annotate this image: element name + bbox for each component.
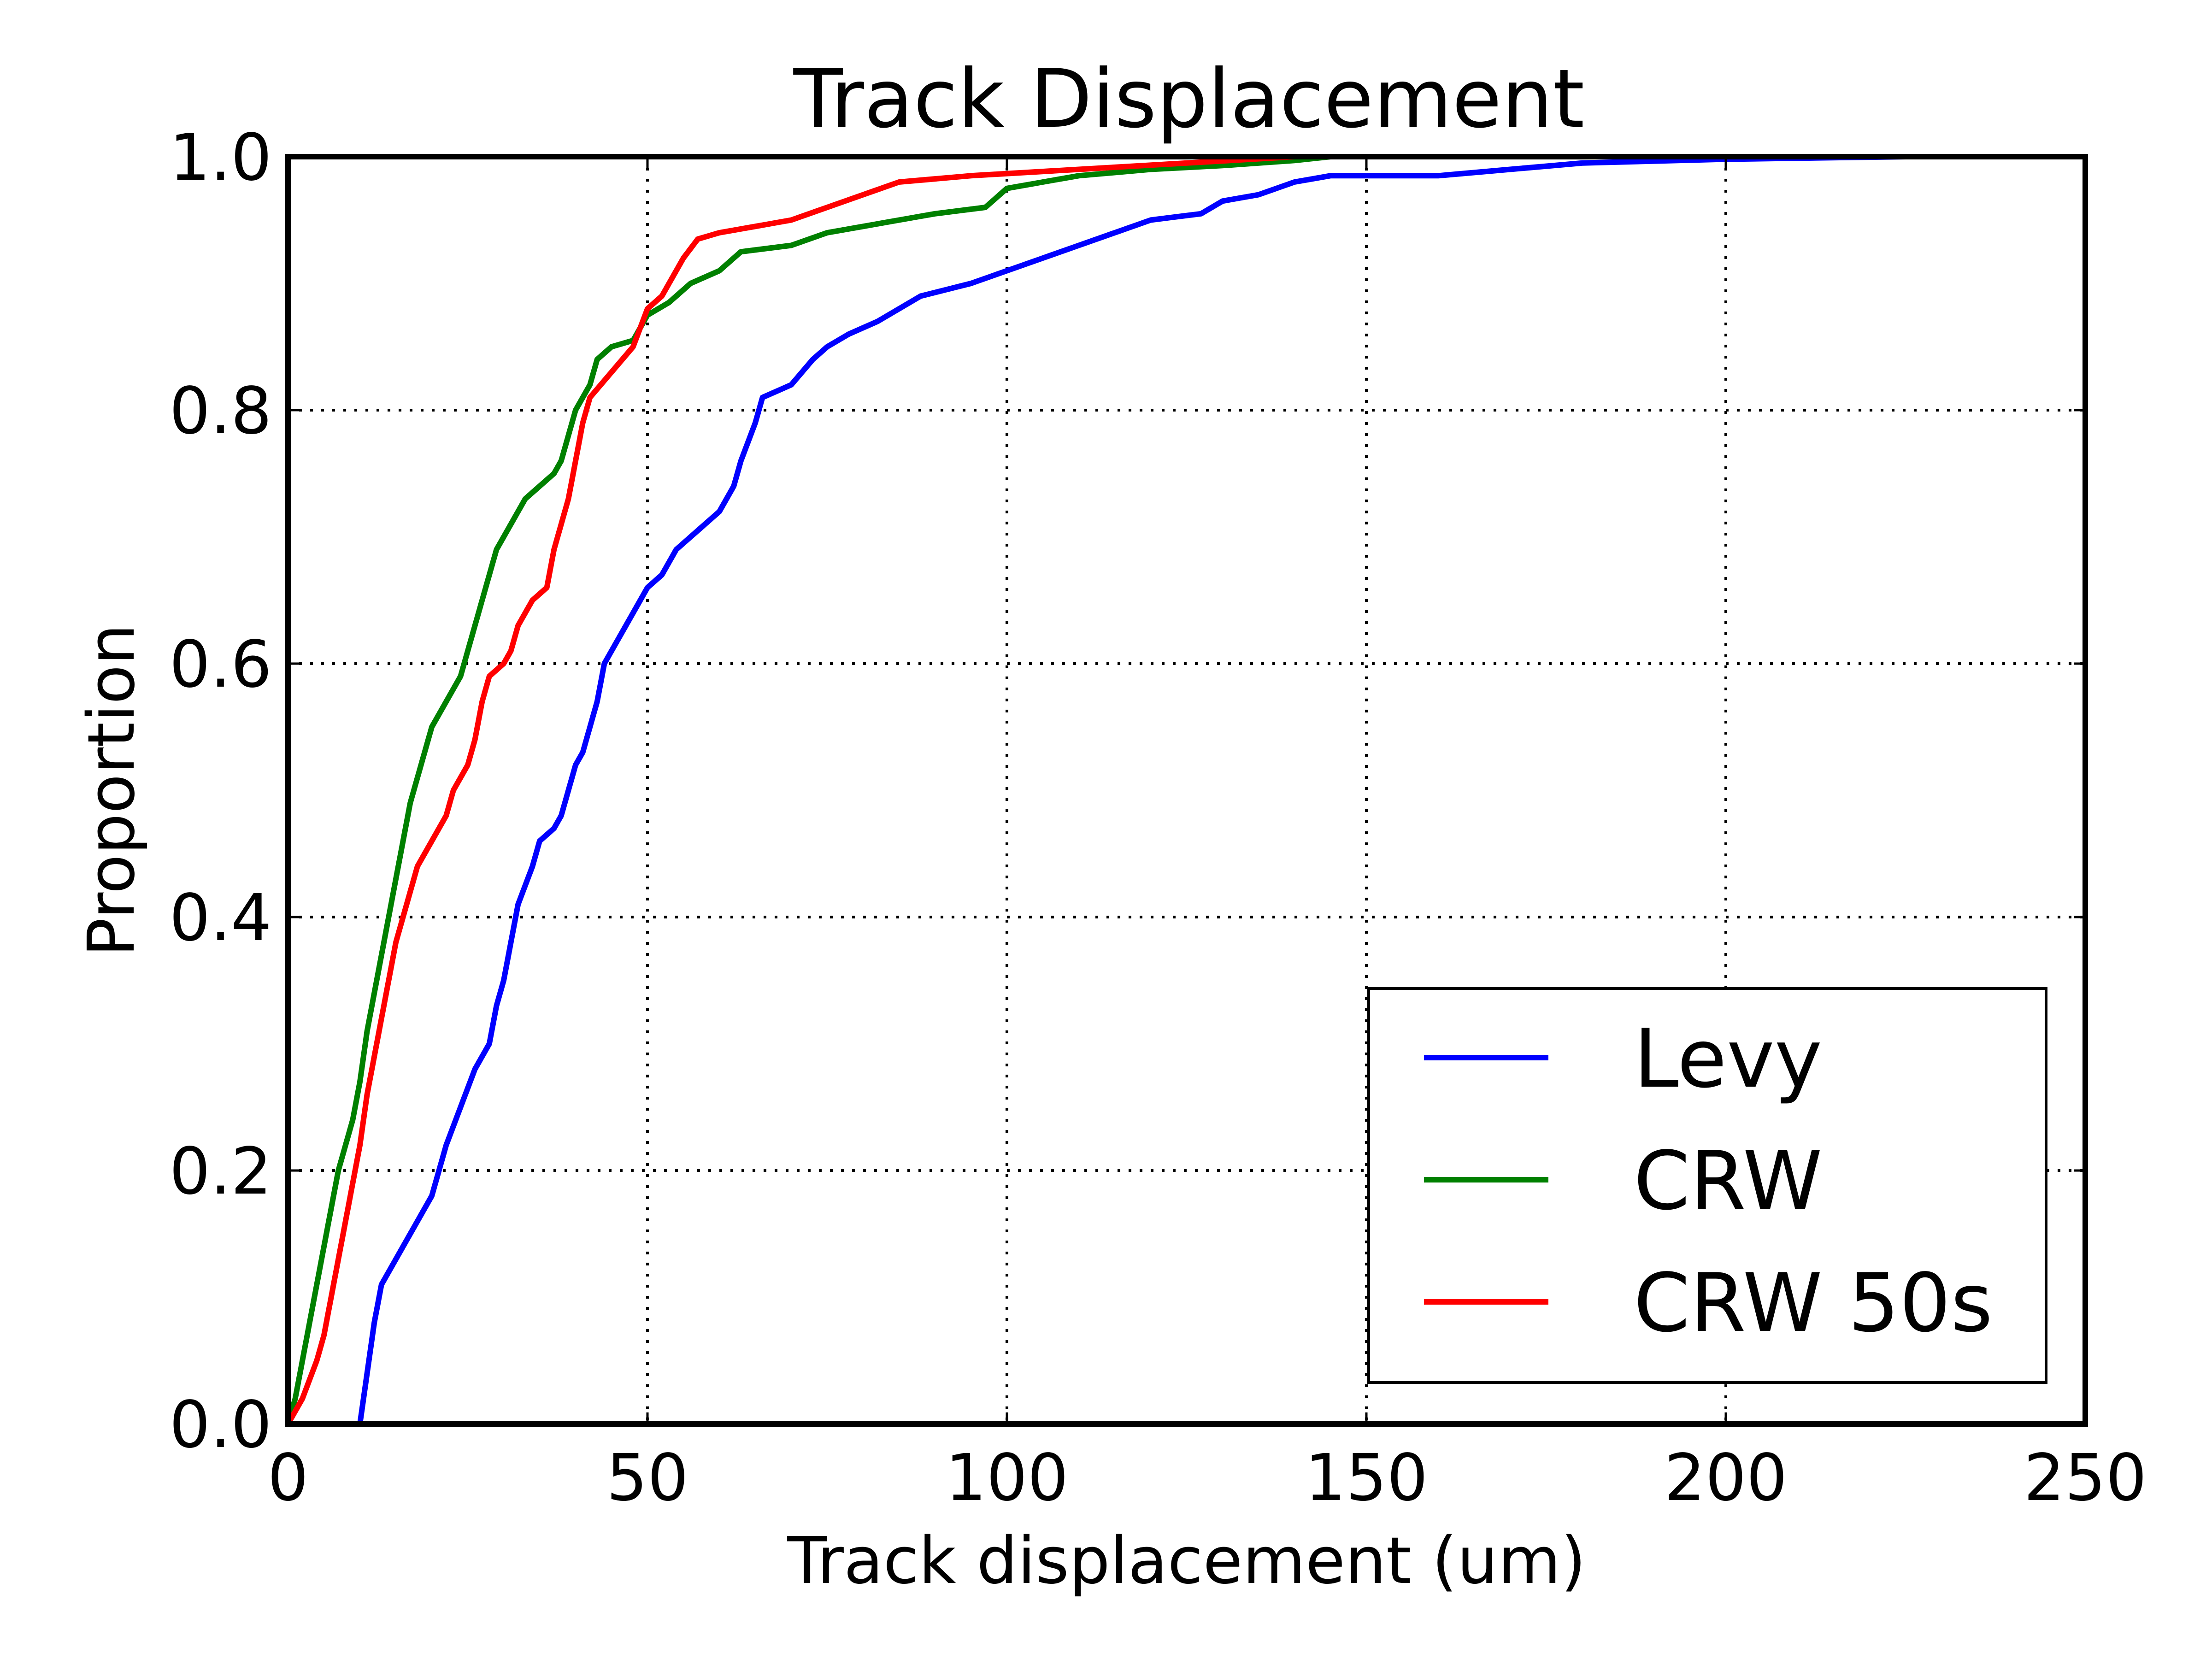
y-tick-label: 1.0 [169, 120, 272, 195]
chart-title: Track Displacement [793, 53, 1585, 146]
x-tick-label: 50 [606, 1441, 688, 1516]
legend-label: Levy [1634, 1012, 1822, 1106]
series-line-crw-50s [285, 154, 1297, 1427]
x-tick-label: 150 [1305, 1441, 1428, 1516]
series-line-levy [357, 154, 1908, 1427]
y-tick-label: 0.8 [169, 374, 272, 449]
x-tick-label: 200 [1664, 1441, 1787, 1516]
y-tick-label: 0.4 [169, 881, 272, 956]
axis-ticks: 0 50 100 150 200 250 0.0 0.2 0.4 0.6 0.8 1.0 [169, 120, 2147, 1516]
legend: Levy CRW CRW 50s [1367, 987, 2047, 1384]
legend-box [1367, 987, 2047, 1384]
grid-lines [288, 157, 2085, 1424]
x-tick-label: 100 [945, 1441, 1068, 1516]
series-line-crw [285, 154, 1333, 1427]
y-tick-label: 0.0 [169, 1388, 272, 1463]
legend-label: CRW [1634, 1135, 1823, 1228]
y-tick-label: 0.6 [169, 627, 272, 702]
y-axis-label: Proportion [74, 624, 149, 957]
y-tick-label: 0.2 [169, 1134, 272, 1209]
x-tick-label: 0 [267, 1441, 308, 1516]
x-tick-label: 250 [2024, 1441, 2147, 1516]
legend-label: CRW 50s [1634, 1257, 1993, 1350]
series-layer [285, 154, 1908, 1427]
axes-frame [285, 154, 2088, 1427]
x-axis-label: Track displacement (um) [787, 1524, 1586, 1599]
